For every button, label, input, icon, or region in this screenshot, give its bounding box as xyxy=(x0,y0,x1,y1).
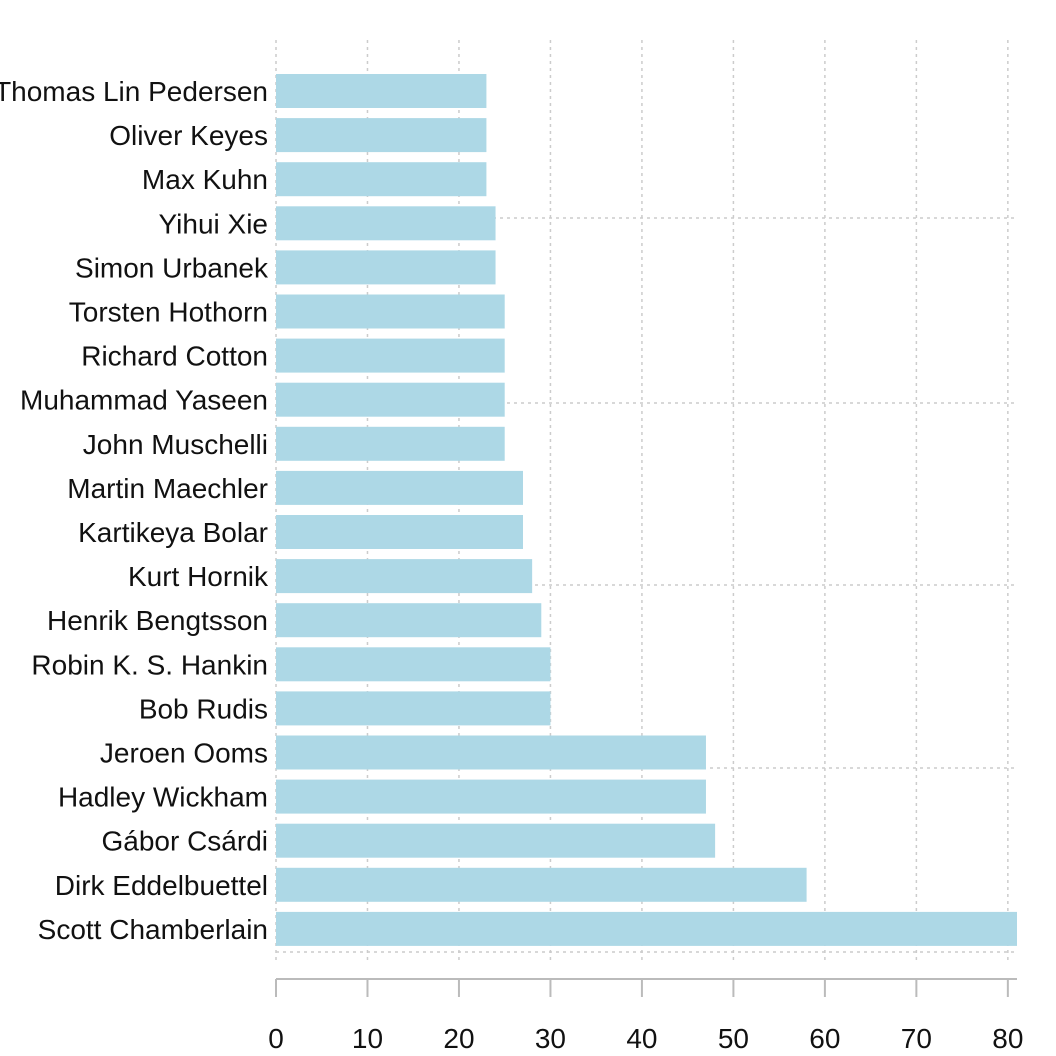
bar xyxy=(276,338,505,373)
bar xyxy=(276,779,706,814)
x-tick-label: 60 xyxy=(809,1023,840,1054)
bar xyxy=(276,515,523,549)
category-label: John Muschelli xyxy=(83,429,268,460)
x-tick-label: 0 xyxy=(268,1023,284,1054)
grid-lines xyxy=(275,40,1017,963)
category-label: Henrik Bengtsson xyxy=(47,605,268,636)
bar xyxy=(276,294,505,329)
category-labels: Thomas Lin Pedersen Oliver Keyes Max Kuhn Y… xyxy=(0,76,269,945)
x-tick-label: 30 xyxy=(535,1023,566,1054)
category-label: Torsten Hothorn xyxy=(69,297,268,328)
x-tick-label: 50 xyxy=(718,1023,749,1054)
category-label: Gábor Csárdi xyxy=(101,826,268,857)
category-label: Muhammad Yaseen xyxy=(20,385,268,416)
category-label: Bob Rudis xyxy=(139,693,268,724)
x-tick-label: 10 xyxy=(352,1023,383,1054)
category-label: Scott Chamberlain xyxy=(38,914,268,945)
bar xyxy=(276,162,487,197)
bar xyxy=(276,250,496,285)
category-label: Thomas Lin Pedersen xyxy=(0,76,268,107)
category-label: Kurt Hornik xyxy=(128,561,269,592)
bar xyxy=(276,867,807,902)
bar xyxy=(276,691,551,726)
x-tick-label: 40 xyxy=(626,1023,657,1054)
x-axis: 0 10 20 30 40 50 60 70 80 xyxy=(268,978,1023,1054)
bar xyxy=(276,647,551,682)
x-tick-label: 20 xyxy=(443,1023,474,1054)
category-label: Richard Cotton xyxy=(81,341,268,372)
category-label: Oliver Keyes xyxy=(109,120,268,151)
category-label: Jeroen Ooms xyxy=(100,738,268,769)
category-label: Yihui Xie xyxy=(159,208,268,239)
bar xyxy=(276,118,487,153)
x-tick-label: 70 xyxy=(901,1023,932,1054)
bar xyxy=(276,470,523,505)
category-label: Dirk Eddelbuettel xyxy=(55,870,268,901)
bar xyxy=(276,426,505,461)
category-label: Hadley Wickham xyxy=(58,782,268,813)
category-label: Max Kuhn xyxy=(142,164,268,195)
bars xyxy=(276,74,1017,946)
bar xyxy=(276,559,533,594)
category-label: Kartikeya Bolar xyxy=(78,517,268,548)
x-tick-label: 80 xyxy=(992,1023,1023,1054)
bar xyxy=(276,206,496,241)
bar xyxy=(276,74,487,108)
bar xyxy=(276,735,706,770)
bar xyxy=(276,603,542,638)
category-label: Robin K. S. Hankin xyxy=(31,649,268,680)
bar xyxy=(276,823,716,858)
category-label: Martin Maechler xyxy=(67,473,268,504)
category-label: Simon Urbanek xyxy=(75,252,269,283)
bar xyxy=(276,382,505,417)
bar xyxy=(276,911,1017,946)
